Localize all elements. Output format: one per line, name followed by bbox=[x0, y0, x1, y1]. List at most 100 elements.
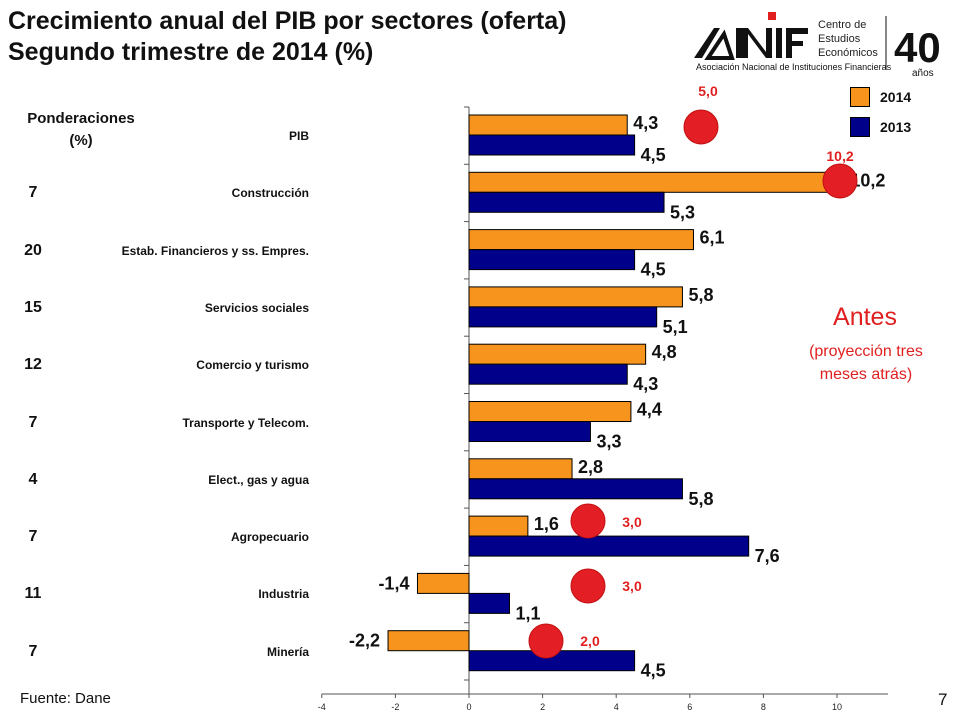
data-label-2013: 3,3 bbox=[596, 432, 621, 452]
ponderacion-value: 7 bbox=[28, 184, 38, 202]
data-label-2014: 1,6 bbox=[534, 514, 559, 534]
anniversary-number: 40 bbox=[894, 24, 941, 71]
legend-swatch-2013 bbox=[850, 117, 870, 137]
previous-projection-label: 3,0 bbox=[622, 514, 642, 530]
bar-2013 bbox=[468, 134, 636, 156]
bar-2013 bbox=[468, 592, 510, 614]
previous-projection-label: 10,2 bbox=[826, 148, 853, 164]
x-tick-label: -4 bbox=[318, 702, 326, 712]
data-label-2014: -1,4 bbox=[378, 573, 409, 593]
previous-projection-marker bbox=[822, 163, 858, 199]
previous-projection-marker bbox=[570, 503, 606, 539]
ponderacion-value: 11 bbox=[24, 585, 42, 603]
data-label-2013: 4,3 bbox=[633, 374, 658, 394]
anif-logo: Asociación Nacional de Instituciones Fin… bbox=[694, 12, 941, 79]
category-label: Transporte y Telecom. bbox=[182, 415, 310, 430]
x-tick-label: 6 bbox=[687, 702, 692, 712]
logo-center-line1: Centro de bbox=[818, 19, 866, 31]
annotation-subtitle-line1: (proyección tres bbox=[809, 343, 923, 360]
bar-2014 bbox=[468, 229, 694, 251]
data-label-2014: -2,2 bbox=[349, 631, 380, 651]
ponderacion-value: 15 bbox=[24, 298, 42, 316]
data-label-2014: 4,4 bbox=[637, 400, 662, 420]
anif-tagline: Asociación Nacional de Instituciones Fin… bbox=[696, 62, 892, 72]
previous-projection-marker bbox=[683, 109, 719, 145]
bar-2013 bbox=[468, 249, 636, 271]
previous-projection-label: 2,0 bbox=[580, 633, 600, 649]
category-label: Construcción bbox=[231, 186, 309, 201]
data-label-2014: 10,2 bbox=[850, 170, 885, 190]
data-label-2013: 4,5 bbox=[641, 145, 666, 165]
bar-2014 bbox=[468, 171, 845, 193]
data-label-2013: 5,1 bbox=[663, 317, 688, 337]
logo-center-line2: Estudios bbox=[818, 33, 861, 45]
x-tick-label: 8 bbox=[761, 702, 766, 712]
previous-projection-marker bbox=[528, 623, 564, 659]
legend-swatch-2014 bbox=[850, 87, 870, 107]
logo-center-line3: Económicos bbox=[818, 47, 878, 59]
data-label-2014: 6,1 bbox=[699, 228, 724, 248]
data-label-2014: 4,3 bbox=[633, 113, 658, 133]
data-label-2013: 4,5 bbox=[641, 661, 666, 681]
bar-2013 bbox=[468, 363, 628, 385]
ponderacion-value: 20 bbox=[24, 241, 42, 259]
ponderacion-value: 12 bbox=[24, 356, 42, 374]
title-line-2: Segundo trimestre de 2014 (%) bbox=[8, 38, 374, 66]
bar-2014 bbox=[468, 286, 683, 308]
previous-projection-marker bbox=[570, 568, 606, 604]
category-label: Minería bbox=[266, 644, 309, 659]
x-tick-label: -2 bbox=[391, 702, 399, 712]
bar-2013 bbox=[468, 478, 683, 500]
bar-2014 bbox=[468, 401, 632, 422]
previous-projection-label: 5,0 bbox=[698, 83, 718, 99]
chart-title: Crecimiento anual del PIB por sectores (… bbox=[8, 6, 566, 68]
x-tick-label: 0 bbox=[466, 702, 471, 712]
ponderaciones-header-line2: (%) bbox=[69, 132, 93, 149]
ponderacion-value: 7 bbox=[28, 413, 38, 431]
bar-2013 bbox=[468, 306, 658, 328]
ponderaciones-header-line1: Ponderaciones bbox=[27, 110, 135, 127]
annotation-subtitle-line2: meses atrás) bbox=[819, 366, 913, 383]
ponderacion-value: 4 bbox=[28, 470, 38, 488]
ponderacion-value: 7 bbox=[28, 642, 38, 660]
ponderaciones-header: Ponderaciones (%) bbox=[16, 108, 146, 152]
ponderacion-value: 7 bbox=[28, 528, 38, 546]
category-label: PIB bbox=[288, 129, 309, 143]
category-label: Estab. Financieros y ss. Empres. bbox=[121, 243, 309, 258]
bar-2014 bbox=[468, 458, 573, 480]
title-line-1: Crecimiento anual del PIB por sectores (… bbox=[8, 7, 567, 35]
category-label: Comercio y turismo bbox=[196, 358, 309, 373]
bar-2014 bbox=[468, 343, 647, 365]
bar-2013 bbox=[468, 535, 750, 557]
anniversary-word: años bbox=[912, 68, 934, 79]
data-label-2014: 5,8 bbox=[688, 285, 713, 305]
bar-2013 bbox=[468, 191, 665, 213]
bar-2014 bbox=[416, 572, 470, 594]
data-label-2013: 7,6 bbox=[755, 546, 780, 566]
x-tick-label: 10 bbox=[832, 702, 842, 712]
data-label-2014: 4,8 bbox=[652, 342, 677, 362]
annotation-subtitle: (proyección tres meses atrás) bbox=[786, 340, 946, 386]
previous-projection-label: 3,0 bbox=[622, 578, 642, 594]
annotation-title: Antes bbox=[833, 303, 897, 331]
category-label: Servicios sociales bbox=[204, 300, 309, 315]
data-label-2014: 2,8 bbox=[578, 457, 603, 477]
category-label: Industria bbox=[258, 587, 309, 602]
data-label-2013: 4,5 bbox=[641, 260, 666, 280]
x-tick-label: 2 bbox=[540, 702, 545, 712]
bar-2014 bbox=[468, 114, 628, 136]
data-label-2013: 1,1 bbox=[515, 603, 540, 623]
legend-label-2014: 2014 bbox=[880, 89, 912, 105]
source-note: Fuente: Dane bbox=[20, 690, 111, 707]
x-tick-label: 4 bbox=[614, 702, 619, 712]
page-number: 7 bbox=[938, 690, 948, 709]
bar-2014 bbox=[468, 515, 529, 537]
anif-wordmark-icon bbox=[694, 12, 808, 60]
data-label-2013: 5,3 bbox=[670, 202, 695, 222]
data-label-2013: 5,8 bbox=[688, 489, 713, 509]
legend-label-2013: 2013 bbox=[880, 119, 912, 135]
category-label: Agropecuario bbox=[230, 530, 309, 545]
category-label: Elect., gas y agua bbox=[208, 472, 309, 487]
bar-2013 bbox=[468, 421, 591, 442]
